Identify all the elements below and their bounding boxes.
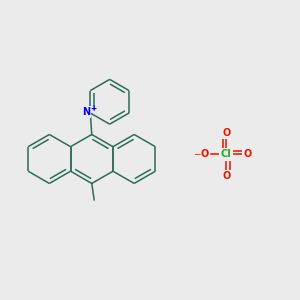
Text: +: + (90, 104, 96, 113)
Text: O: O (222, 171, 230, 181)
Text: O: O (200, 149, 209, 160)
Text: N: N (82, 107, 91, 117)
Text: Cl: Cl (221, 149, 232, 160)
Text: O: O (222, 128, 230, 138)
Text: −: − (193, 149, 200, 158)
Text: O: O (244, 149, 252, 160)
